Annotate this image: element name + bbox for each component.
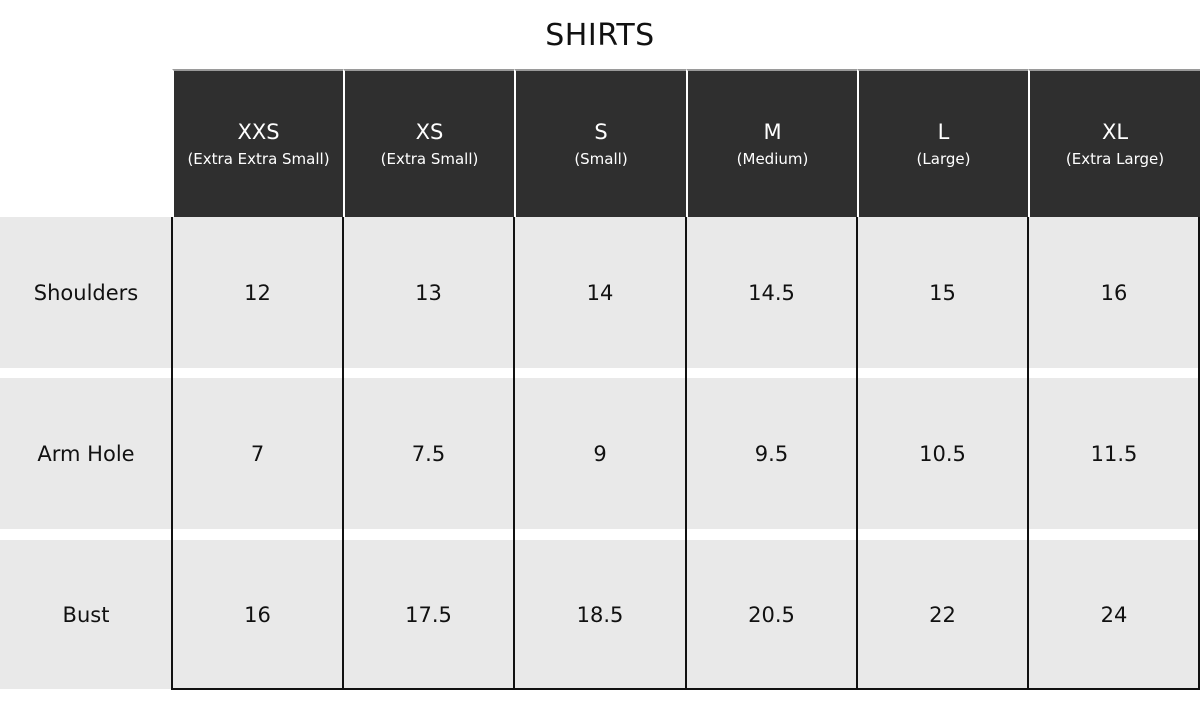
table-cell: 24 bbox=[1028, 540, 1200, 689]
table-cell: 17.5 bbox=[343, 540, 514, 689]
size-code: L bbox=[937, 120, 950, 144]
column-divider bbox=[685, 217, 687, 690]
size-code: M bbox=[763, 120, 782, 144]
size-name: (Extra Large) bbox=[1065, 150, 1165, 168]
size-name: (Extra Extra Small) bbox=[187, 150, 330, 168]
table-cell: 12 bbox=[172, 217, 343, 368]
column-header-xl: XL (Extra Large) bbox=[1028, 69, 1200, 217]
table-cell: 13 bbox=[343, 217, 514, 368]
row-label: Bust bbox=[0, 540, 172, 689]
size-name: (Large) bbox=[916, 150, 971, 168]
column-header-l: L (Large) bbox=[857, 69, 1028, 217]
row-label: Arm Hole bbox=[0, 378, 172, 529]
table-cell: 22 bbox=[857, 540, 1028, 689]
column-divider bbox=[342, 217, 344, 690]
table-row: Bust 16 17.5 18.5 20.5 22 24 bbox=[0, 540, 1200, 689]
row-label: Shoulders bbox=[0, 217, 172, 368]
size-code: XS bbox=[415, 120, 444, 144]
table-cell: 10.5 bbox=[857, 378, 1028, 529]
column-header-xxs: XXS (Extra Extra Small) bbox=[172, 69, 343, 217]
table-cell: 14 bbox=[514, 217, 686, 368]
column-header-s: S (Small) bbox=[514, 69, 686, 217]
table-cell: 16 bbox=[1028, 217, 1200, 368]
table-cell: 9 bbox=[514, 378, 686, 529]
column-divider bbox=[856, 217, 858, 690]
column-divider bbox=[513, 217, 515, 690]
chart-title: SHIRTS bbox=[545, 18, 655, 53]
column-header-xs: XS (Extra Small) bbox=[343, 69, 514, 217]
size-code: XL bbox=[1101, 120, 1129, 144]
size-code: XXS bbox=[237, 120, 280, 144]
table-row: Arm Hole 7 7.5 9 9.5 10.5 11.5 bbox=[0, 378, 1200, 529]
table-row: Shoulders 12 13 14 14.5 15 16 bbox=[0, 217, 1200, 368]
table-cell: 14.5 bbox=[686, 217, 857, 368]
size-code: S bbox=[594, 120, 608, 144]
table-bottom-border bbox=[171, 688, 1200, 690]
table-cell: 11.5 bbox=[1028, 378, 1200, 529]
table-cell: 7.5 bbox=[343, 378, 514, 529]
table-cell: 15 bbox=[857, 217, 1028, 368]
size-name: (Medium) bbox=[736, 150, 809, 168]
table-cell: 7 bbox=[172, 378, 343, 529]
size-name: (Extra Small) bbox=[380, 150, 479, 168]
table-cell: 9.5 bbox=[686, 378, 857, 529]
table-cell: 18.5 bbox=[514, 540, 686, 689]
column-divider bbox=[1027, 217, 1029, 690]
column-divider bbox=[1198, 217, 1200, 690]
column-header-m: M (Medium) bbox=[686, 69, 857, 217]
size-name: (Small) bbox=[574, 150, 628, 168]
table-cell: 20.5 bbox=[686, 540, 857, 689]
table-cell: 16 bbox=[172, 540, 343, 689]
column-divider bbox=[171, 217, 173, 690]
